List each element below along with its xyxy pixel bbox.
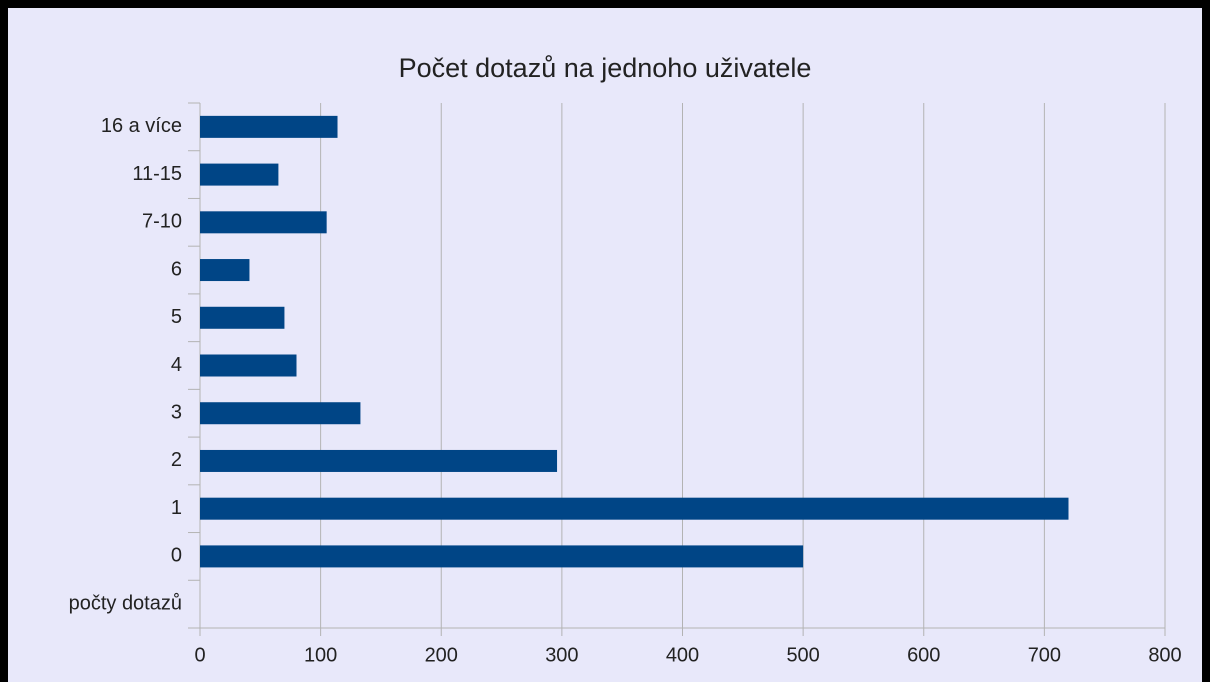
x-tick-label: 0 [194, 644, 205, 666]
bar [200, 545, 804, 568]
bar [200, 354, 297, 377]
x-tick-label: 500 [786, 644, 819, 666]
bar [200, 163, 279, 186]
y-tick-label: 3 [171, 402, 182, 424]
y-tick-label: 0 [171, 545, 182, 567]
x-tick-label: 300 [545, 644, 578, 666]
y-tick-label: 1 [171, 497, 182, 519]
y-tick-label: 16 a více [101, 115, 182, 137]
x-tick-label: 400 [666, 644, 699, 666]
y-tick-label: 7-10 [142, 211, 182, 233]
y-tick-label: 4 [171, 354, 182, 376]
y-tick-label: 11-15 [132, 163, 182, 185]
x-tick-label: 200 [425, 644, 458, 666]
x-tick-label: 800 [1148, 644, 1181, 666]
x-tick-label: 600 [907, 644, 940, 666]
x-tick-label: 100 [304, 644, 337, 666]
bar [200, 497, 1069, 520]
chart-title: Počet dotazů na jednoho uživatele [399, 53, 812, 83]
bar [200, 306, 285, 329]
y-tick-label: 2 [171, 449, 182, 471]
bar [200, 115, 338, 138]
y-tick-label: počty dotazů [69, 592, 182, 614]
bar [200, 402, 361, 425]
y-tick-label: 5 [171, 306, 182, 328]
x-tick-label: 700 [1028, 644, 1061, 666]
bar [200, 211, 327, 234]
y-tick-label: 6 [171, 258, 182, 280]
bar [200, 259, 250, 282]
bar [200, 449, 558, 472]
